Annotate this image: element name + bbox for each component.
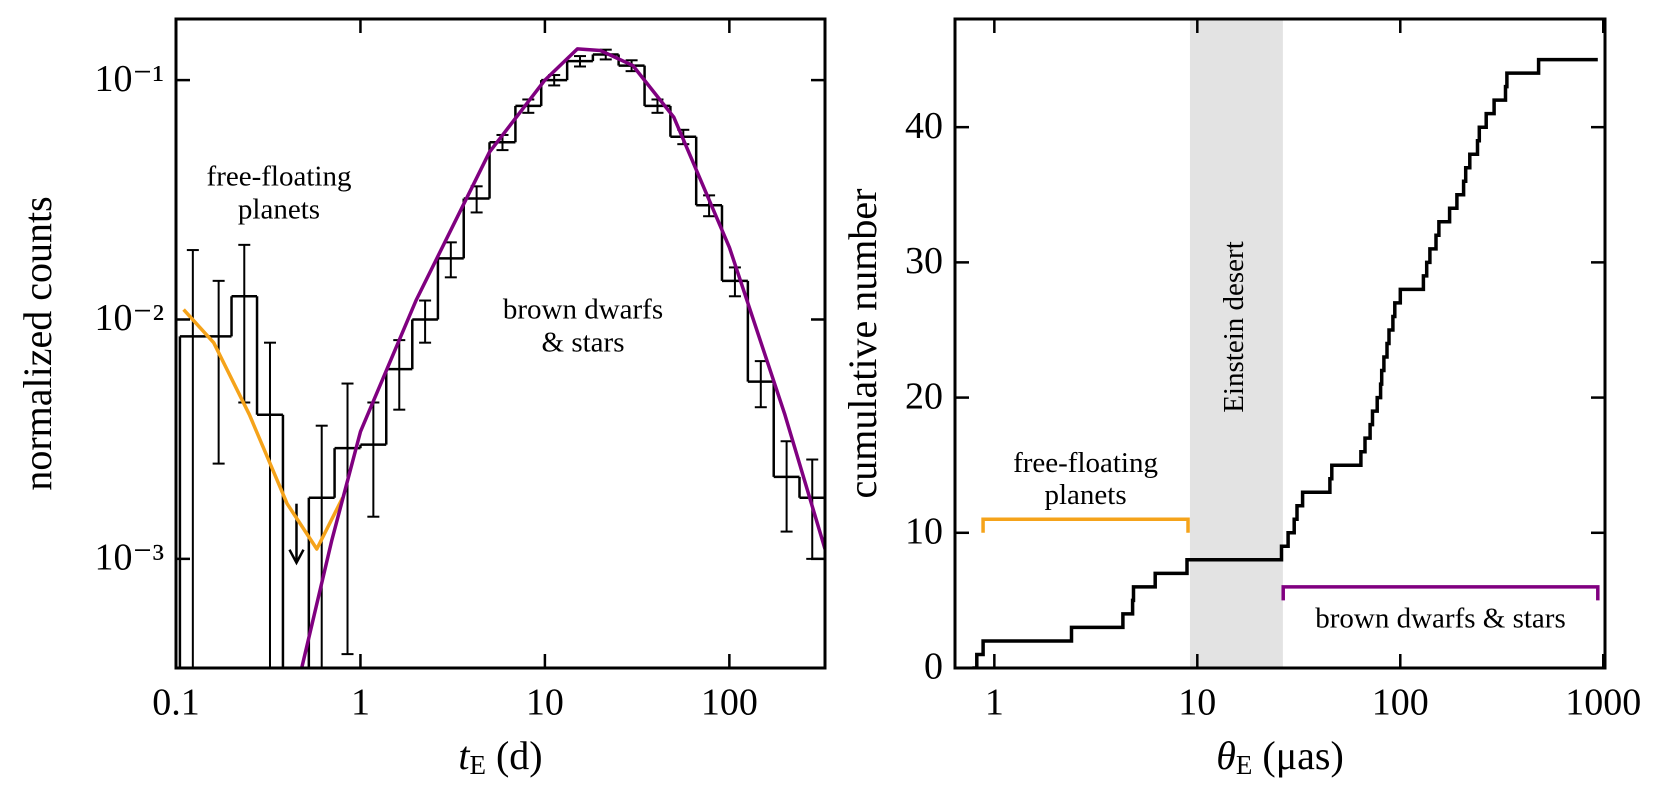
error-bar <box>754 360 767 409</box>
x-tick-label: 100 <box>701 682 758 724</box>
x-axis-label-part: (d) <box>486 733 543 778</box>
x-tick-label: 10 <box>526 682 564 724</box>
x-axis-label-part: t <box>458 733 470 778</box>
y-tick-label: 10⁻³ <box>95 537 164 579</box>
bracket-label: planets <box>1044 479 1126 511</box>
x-axis-label-part: E <box>1236 750 1253 780</box>
x-tick-label: 1000 <box>1565 682 1641 724</box>
error-bar <box>444 241 457 279</box>
bracket <box>1281 585 1600 601</box>
error-bar <box>212 279 225 465</box>
y-tick-label: 10⁻² <box>95 297 164 339</box>
bracket-label: brown dwarfs & stars <box>1315 603 1565 635</box>
upper-limit <box>288 503 305 566</box>
annotation: brown dwarfs <box>503 294 663 326</box>
annotation: planets <box>238 194 320 226</box>
x-axis-label-part: θ <box>1216 733 1236 778</box>
axes-frame <box>953 17 1607 670</box>
x-tick-label: 1 <box>351 682 370 724</box>
shaded-label: Einstein desert <box>1218 241 1250 413</box>
error-bar <box>574 55 587 68</box>
y-tick-label: 10 <box>905 511 943 553</box>
plot-area <box>972 57 1598 668</box>
annotation: free-floating <box>207 161 352 193</box>
axes-frame <box>174 17 827 670</box>
error-bar <box>419 299 432 344</box>
plot-area <box>178 47 825 668</box>
x-tick-label: 100 <box>1372 682 1429 724</box>
y-tick-label: 10⁻¹ <box>95 58 164 100</box>
y-axis-label: cumulative number <box>840 189 885 499</box>
model-curve <box>299 47 825 668</box>
y-axis-label: normalized counts <box>15 196 60 490</box>
x-axis-label-part: (μas) <box>1252 733 1343 778</box>
error-bar <box>238 243 251 404</box>
x-tick-label: 1 <box>985 682 1004 724</box>
x-axis-label-part: E <box>469 750 486 780</box>
x-axis-label: θE (μas) <box>1216 733 1344 780</box>
x-tick-label: 10 <box>1178 682 1216 724</box>
error-bar <box>341 382 354 656</box>
bracket <box>981 517 1190 533</box>
step-line <box>972 57 1598 668</box>
y-tick-label: 20 <box>905 375 943 417</box>
error-bar <box>780 440 793 533</box>
error-bar <box>263 341 276 668</box>
y-tick-label: 30 <box>905 240 943 282</box>
x-axis-label: tE (d) <box>458 733 542 780</box>
y-tick-label: 0 <box>924 646 943 688</box>
bracket-label: free-floating <box>1013 447 1158 479</box>
error-bar <box>367 401 380 518</box>
y-tick-label: 40 <box>905 105 943 147</box>
annotation: & stars <box>542 327 625 359</box>
x-tick-label: 0.1 <box>152 682 200 724</box>
error-bar <box>315 424 328 668</box>
model-curve <box>182 308 345 551</box>
upper-limit-arrow <box>288 549 305 566</box>
